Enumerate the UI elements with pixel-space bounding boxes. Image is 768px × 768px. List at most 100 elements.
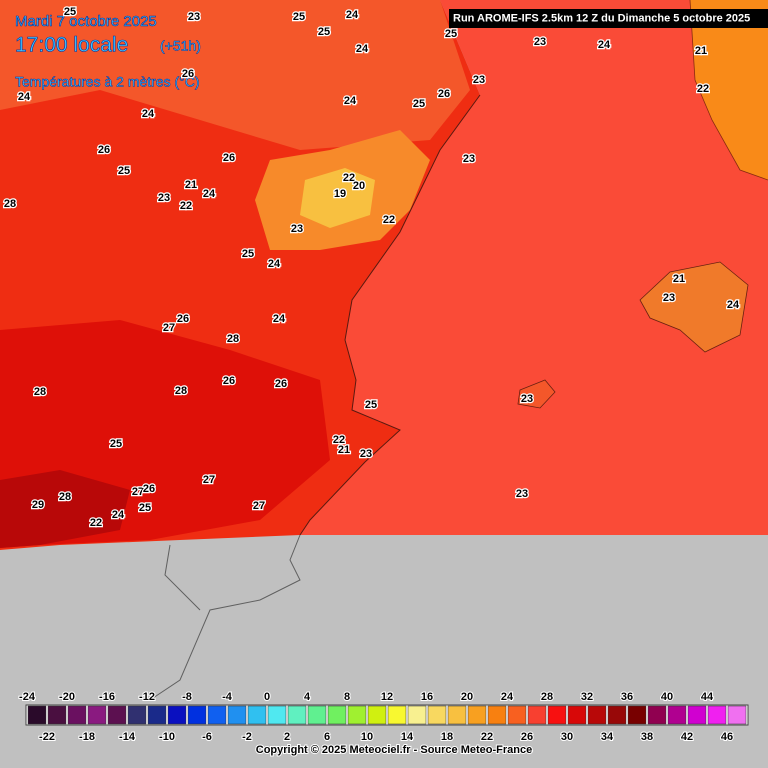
colorbar-label: 38 xyxy=(641,731,653,743)
colorbar-label: 0 xyxy=(264,691,270,703)
colorbar-swatch xyxy=(167,705,187,725)
temperature-label: 21 xyxy=(338,444,350,456)
temperature-label: 28 xyxy=(175,385,187,397)
forecast-offset: (+51h) xyxy=(160,38,201,54)
colorbar-swatch xyxy=(367,705,387,725)
border xyxy=(149,534,301,701)
colorbar-label: -10 xyxy=(159,731,175,743)
colorbar-label: 22 xyxy=(481,731,493,743)
temperature-label: 22 xyxy=(383,214,395,226)
colorbar-label: -6 xyxy=(202,731,212,743)
island xyxy=(639,261,749,353)
temperature-label: 21 xyxy=(673,273,685,285)
colorbar-label: 12 xyxy=(381,691,393,703)
colorbar-swatch xyxy=(687,705,707,725)
colorbar-swatch xyxy=(427,705,447,725)
colorbar-swatch xyxy=(207,705,227,725)
temperature-label: 24 xyxy=(356,43,369,55)
warm-sea-area xyxy=(690,0,768,180)
temperature-label: 23 xyxy=(188,11,200,23)
colorbar-label: -8 xyxy=(182,691,192,703)
colorbar-swatch xyxy=(607,705,627,725)
colorbar-label: 10 xyxy=(361,731,373,743)
temperature-label: 23 xyxy=(360,448,372,460)
colorbar-label: -24 xyxy=(19,691,36,703)
temperature-label: 26 xyxy=(223,152,235,164)
variable: Températures à 2 mètres (°C) xyxy=(15,74,200,90)
temperature-label: 24 xyxy=(112,509,125,521)
colorbar-swatch xyxy=(567,705,587,725)
run-banner xyxy=(449,9,768,28)
temperature-label: 24 xyxy=(268,258,281,270)
temperature-label: 25 xyxy=(242,248,254,260)
temperature-label: 23 xyxy=(521,393,533,405)
land-hottest xyxy=(0,470,130,548)
colorbar-swatch xyxy=(407,705,427,725)
colorbar-swatch xyxy=(707,705,727,725)
colorbar-swatch xyxy=(287,705,307,725)
temperature-label: 23 xyxy=(663,292,675,304)
land-cooler xyxy=(0,0,470,150)
temperature-label: 28 xyxy=(34,386,46,398)
temperature-label: 26 xyxy=(182,68,194,80)
temperature-label: 22 xyxy=(697,83,709,95)
temperature-label: 25 xyxy=(445,28,457,40)
colorbar-label: 42 xyxy=(681,731,693,743)
colorbar-swatch xyxy=(247,705,267,725)
colorbar-swatch xyxy=(27,705,47,725)
temperature-label: 27 xyxy=(163,322,175,334)
temperature-label: 22 xyxy=(333,434,345,446)
temperature-label: 23 xyxy=(516,488,528,500)
colorbar-swatch xyxy=(387,705,407,725)
colorbar-label: 40 xyxy=(661,691,673,703)
colorbar-label: -4 xyxy=(222,691,233,703)
temperature-label: 23 xyxy=(291,223,303,235)
temperature-label: 26 xyxy=(438,88,450,100)
temperature-label: 22 xyxy=(343,172,355,184)
copyright: Copyright © 2025 Meteociel.fr - Source M… xyxy=(256,744,532,756)
colorbar-swatch xyxy=(107,705,127,725)
run-info: Run AROME-IFS 2.5km 12 Z du Dimanche 5 o… xyxy=(453,12,750,24)
colorbar-swatch xyxy=(87,705,107,725)
temperature-label: 24 xyxy=(346,9,359,21)
colorbar-swatch xyxy=(67,705,87,725)
coastline xyxy=(299,94,481,536)
temperature-label: 25 xyxy=(110,438,122,450)
colorbar-swatch xyxy=(667,705,687,725)
temperature-label: 26 xyxy=(177,313,189,325)
colorbar-label: 28 xyxy=(541,691,553,703)
local-time: 17:00 locale xyxy=(15,34,128,57)
sea xyxy=(300,0,768,535)
colorbar-swatch xyxy=(307,705,327,725)
colorbar-label: 24 xyxy=(501,691,514,703)
colorbar-swatch xyxy=(587,705,607,725)
temperature-label: 27 xyxy=(203,474,215,486)
colorbar-label: 46 xyxy=(721,731,733,743)
temperature-label: 25 xyxy=(64,6,76,18)
colorbar-label: 32 xyxy=(581,691,593,703)
colorbar-swatch xyxy=(147,705,167,725)
colorbar-label: 18 xyxy=(441,731,453,743)
colorbar-swatch xyxy=(327,705,347,725)
temperature-label: 29 xyxy=(32,499,44,511)
temperature-label: 25 xyxy=(293,11,305,23)
temperature-label: 20 xyxy=(353,180,365,192)
colorbar-label: 44 xyxy=(701,691,714,703)
colorbar-label: 16 xyxy=(421,691,433,703)
temperature-label: 28 xyxy=(227,333,239,345)
temperature-label: 26 xyxy=(143,483,155,495)
temperature-label: 24 xyxy=(18,91,31,103)
colorbar-swatch xyxy=(507,705,527,725)
temperature-label: 28 xyxy=(59,491,71,503)
colorbar-swatch xyxy=(487,705,507,725)
temperature-label: 25 xyxy=(118,165,130,177)
temperature-label: 24 xyxy=(727,299,740,311)
temperature-label: 21 xyxy=(695,45,707,57)
colorbar-label: -16 xyxy=(99,691,115,703)
temperature-label: 24 xyxy=(203,188,216,200)
colorbar-label: -18 xyxy=(79,731,95,743)
temperature-label: 26 xyxy=(275,378,287,390)
colorbar-label: -22 xyxy=(39,731,55,743)
colorbar-label: -20 xyxy=(59,691,75,703)
